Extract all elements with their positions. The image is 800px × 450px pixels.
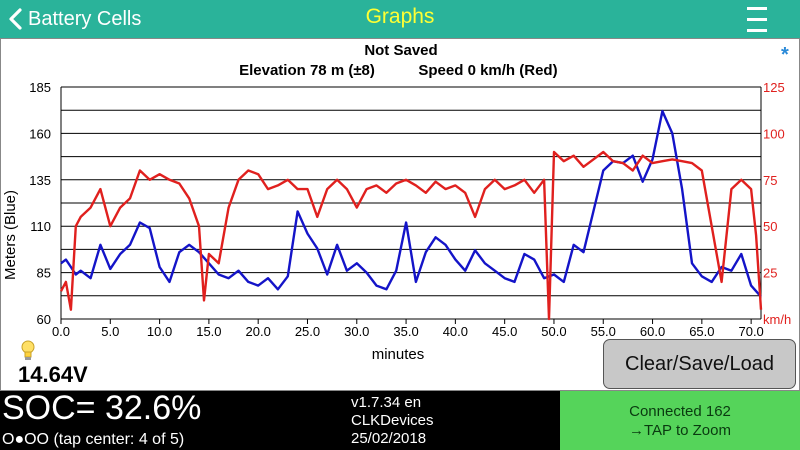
elevation-speed-chart: Not Saved Elevation 78 m (±8) Speed 0 km… — [2, 42, 791, 363]
elevation-series-line — [60, 109, 762, 298]
page-indicator: O●OO (tap center: 4 of 5) — [2, 431, 185, 448]
y2-tick-label: 75 — [763, 173, 777, 188]
x-tick-label: 25.0 — [295, 324, 320, 339]
battery-voltage: 14.64V — [18, 362, 88, 387]
x-tick-label: 15.0 — [196, 324, 221, 339]
y2-tick-label: 25 — [763, 266, 777, 281]
y-tick-label: 185 — [29, 80, 51, 95]
version-panel: v1.7.34 en CLKDevices 25/02/2018 — [328, 391, 560, 450]
x-tick-label: 45.0 — [492, 324, 517, 339]
y2-tick-label: 125 — [763, 80, 785, 95]
x-tick-label: 50.0 — [541, 324, 566, 339]
connection-status: Connected 162 — [629, 403, 731, 420]
y-tick-label: 110 — [30, 219, 51, 234]
x-tick-label: 20.0 — [246, 324, 271, 339]
back-label: Battery Cells — [28, 7, 142, 30]
x-tick-label: 40.0 — [443, 324, 468, 339]
x-tick-label: 65.0 — [689, 324, 714, 339]
x-tick-label: 30.0 — [344, 324, 369, 339]
y2-tick-label: 100 — [763, 126, 785, 141]
chart-status: Not Saved — [364, 42, 437, 59]
x-axis-label: minutes — [372, 346, 425, 363]
y2-tick-label: 50 — [763, 219, 777, 234]
speed-readout: Speed 0 km/h (Red) — [418, 62, 557, 79]
soc-panel[interactable]: SOC= 32.6% O●OO (tap center: 4 of 5) — [0, 389, 328, 450]
graph-area[interactable]: Not Saved Elevation 78 m (±8) Speed 0 km… — [0, 38, 800, 391]
x-tick-label: 60.0 — [640, 324, 665, 339]
y-tick-label: 135 — [29, 173, 51, 188]
version-text: v1.7.34 en — [351, 394, 422, 411]
date-text: 25/02/2018 — [351, 430, 427, 447]
y-tick-label: 60 — [37, 312, 51, 327]
connection-panel[interactable]: Connected 162 →TAP to Zoom — [560, 391, 800, 450]
menu-icon[interactable] — [747, 7, 769, 33]
x-tick-label: 55.0 — [591, 324, 616, 339]
y-tick-label: 160 — [29, 126, 51, 141]
back-button[interactable]: Battery Cells — [8, 5, 141, 33]
soc-value: SOC= 32.6% — [2, 389, 202, 427]
x-tick-label: 35.0 — [393, 324, 418, 339]
x-tick-label: 10.0 — [147, 324, 172, 339]
y-tick-label: 85 — [37, 266, 51, 281]
company-text: CLKDevices — [351, 412, 434, 429]
x-tick-label: 70.0 — [738, 324, 763, 339]
clear-save-load-button[interactable]: Clear/Save/Load — [603, 339, 796, 389]
zoom-hint: →TAP to Zoom — [629, 422, 731, 439]
asterisk-icon[interactable]: * — [781, 44, 789, 66]
x-tick-label: 5.0 — [101, 324, 119, 339]
y2-axis-label: km/h — [763, 312, 791, 327]
elevation-readout: Elevation 78 m (±8) — [239, 62, 375, 79]
x-tick-label: 0.0 — [52, 324, 70, 339]
chevron-left-icon — [9, 8, 22, 30]
top-bar: Battery Cells Graphs — [0, 0, 800, 38]
lightbulb-icon — [21, 340, 35, 360]
y-axis-label: Meters (Blue) — [2, 190, 19, 280]
speed-series-line — [59, 150, 763, 321]
